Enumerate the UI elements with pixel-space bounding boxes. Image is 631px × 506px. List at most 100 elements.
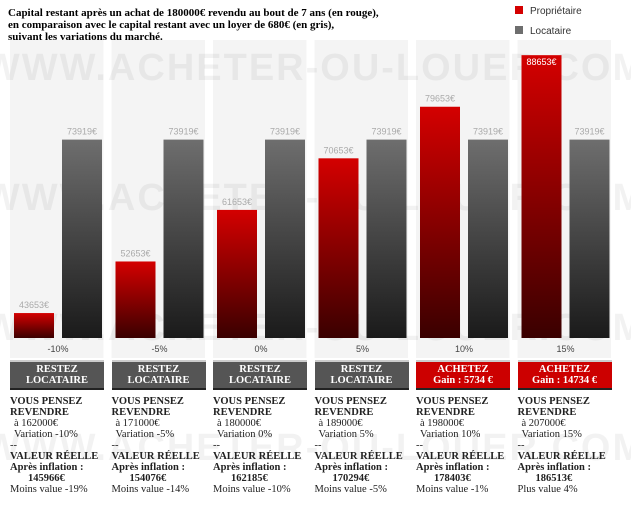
real-value: 162185€ [231,473,268,484]
heading: VOUS PENSEZ REVENDRE [111,396,184,418]
button-text: Gain : 5734 € [433,375,493,386]
variation: Variation -5% [115,429,175,440]
panel: RESTEZ LOCATAIRE VOUS PENSEZ REVENDRE à 189… [314,360,409,495]
heading: VOUS PENSEZ REVENDRE [213,396,286,418]
separator: -- [111,440,119,451]
button-text: LOCATAIRE [330,375,393,386]
button-text: RESTEZ [36,364,78,375]
x-tick-label: -10% [47,344,68,354]
legend-swatch [515,26,523,34]
separator: -- [314,440,322,451]
bar [265,139,305,338]
button-text: ACHETEZ [437,364,489,375]
button-text: LOCATAIRE [25,375,89,386]
bar [521,55,562,339]
action-button: ACHETEZ Gain : 5734 € [416,360,510,390]
real-value: 145966€ [28,473,65,484]
panel: RESTEZ LOCATAIRE VOUS PENSEZ REVENDRE à 180… [213,360,307,495]
result: Moins value -1% [416,484,489,495]
result: Moins value -5% [314,484,387,495]
button-text: Gain : 14734 € [531,375,598,386]
value-label: 73919€ [67,127,97,137]
value-label: 73919€ [168,127,198,137]
separator: -- [416,440,423,451]
variation: Variation 5% [318,429,374,440]
bar [569,139,610,338]
real-value: 170294€ [332,473,370,484]
panel: RESTEZ LOCATAIRE VOUS PENSEZ REVENDRE à 171… [111,360,206,495]
separator: -- [517,440,525,451]
variation: Variation 0% [217,429,273,440]
real-heading: VALEUR RÉELLE [213,451,302,462]
heading: VOUS PENSEZ REVENDRE [517,396,590,418]
real-heading: VALEUR RÉELLE [416,451,505,462]
action-button: RESTEZ LOCATAIRE [314,360,409,390]
heading: VOUS PENSEZ REVENDRE [314,396,387,418]
action-button: RESTEZ LOCATAIRE [10,360,104,390]
real-heading: VALEUR RÉELLE [10,451,99,462]
separator: -- [213,440,220,451]
inflation: Après inflation : [111,462,186,473]
value-label: 79653€ [425,94,455,104]
value-label: 73919€ [473,127,503,137]
button-text: RESTEZ [239,364,281,375]
heading: VOUS PENSEZ REVENDRE [416,396,489,418]
action-button: RESTEZ LOCATAIRE [213,360,307,390]
button-text: LOCATAIRE [127,375,190,386]
inflation: Après inflation : [517,462,592,473]
price: à 180000€ [217,418,262,429]
variation: Variation 15% [521,429,582,440]
panel: ACHETEZ Gain : 14734 € VOUS PENSEZ REVENDR… [517,360,612,495]
inflation: Après inflation : [213,462,287,473]
button-text: ACHETEZ [538,364,591,375]
button-text: RESTEZ [340,364,383,375]
bar [318,158,359,338]
value-label: 73919€ [270,127,300,137]
panel: ACHETEZ Gain : 5734 € VOUS PENSEZ REVENDRE… [416,360,510,495]
price: à 189000€ [318,418,363,429]
x-tick-label: 15% [556,344,574,354]
x-tick-label: 10% [455,344,473,354]
bar [163,139,204,338]
bar [115,261,156,338]
result: Moins value -19% [10,484,88,495]
variation: Variation -10% [14,429,78,440]
inflation: Après inflation : [416,462,490,473]
button-text: RESTEZ [137,364,180,375]
bar [62,139,102,338]
result: Plus value 4% [517,484,578,495]
value-label: 43653€ [19,300,49,310]
real-heading: VALEUR RÉELLE [314,451,403,462]
action-button: RESTEZ LOCATAIRE [111,360,206,390]
value-label: 88653€ [526,57,556,67]
price: à 162000€ [14,418,59,429]
x-tick-label: 5% [356,344,369,354]
separator: -- [10,440,17,451]
bar [366,139,407,338]
real-value: 154076€ [129,473,167,484]
panel: RESTEZ LOCATAIRE VOUS PENSEZ REVENDRE à 162… [10,360,104,495]
legend-label: Locataire [530,26,572,37]
price: à 207000€ [521,418,566,429]
inflation: Après inflation : [314,462,389,473]
real-heading: VALEUR RÉELLE [517,451,606,462]
button-text: LOCATAIRE [228,375,292,386]
bar [217,209,257,338]
real-value: 178403€ [434,473,471,484]
value-label: 61653€ [222,197,252,207]
bar [468,139,508,338]
real-heading: VALEUR RÉELLE [111,451,200,462]
chart-title: Capital restant après un achat de 180000… [8,7,379,19]
watermark: WWW.ACHETER-OU-LOUER.COM [0,427,631,469]
value-label: 73919€ [371,127,401,137]
chart-title: en comparaison avec le capital restant a… [8,19,334,31]
variation: Variation 10% [420,429,481,440]
bar [420,106,460,338]
value-label: 73919€ [574,127,604,137]
result: Moins value -10% [213,484,291,495]
bar [14,313,54,338]
chart-title: suivant les variations du marché. [8,31,163,43]
value-label: 52653€ [120,248,150,258]
